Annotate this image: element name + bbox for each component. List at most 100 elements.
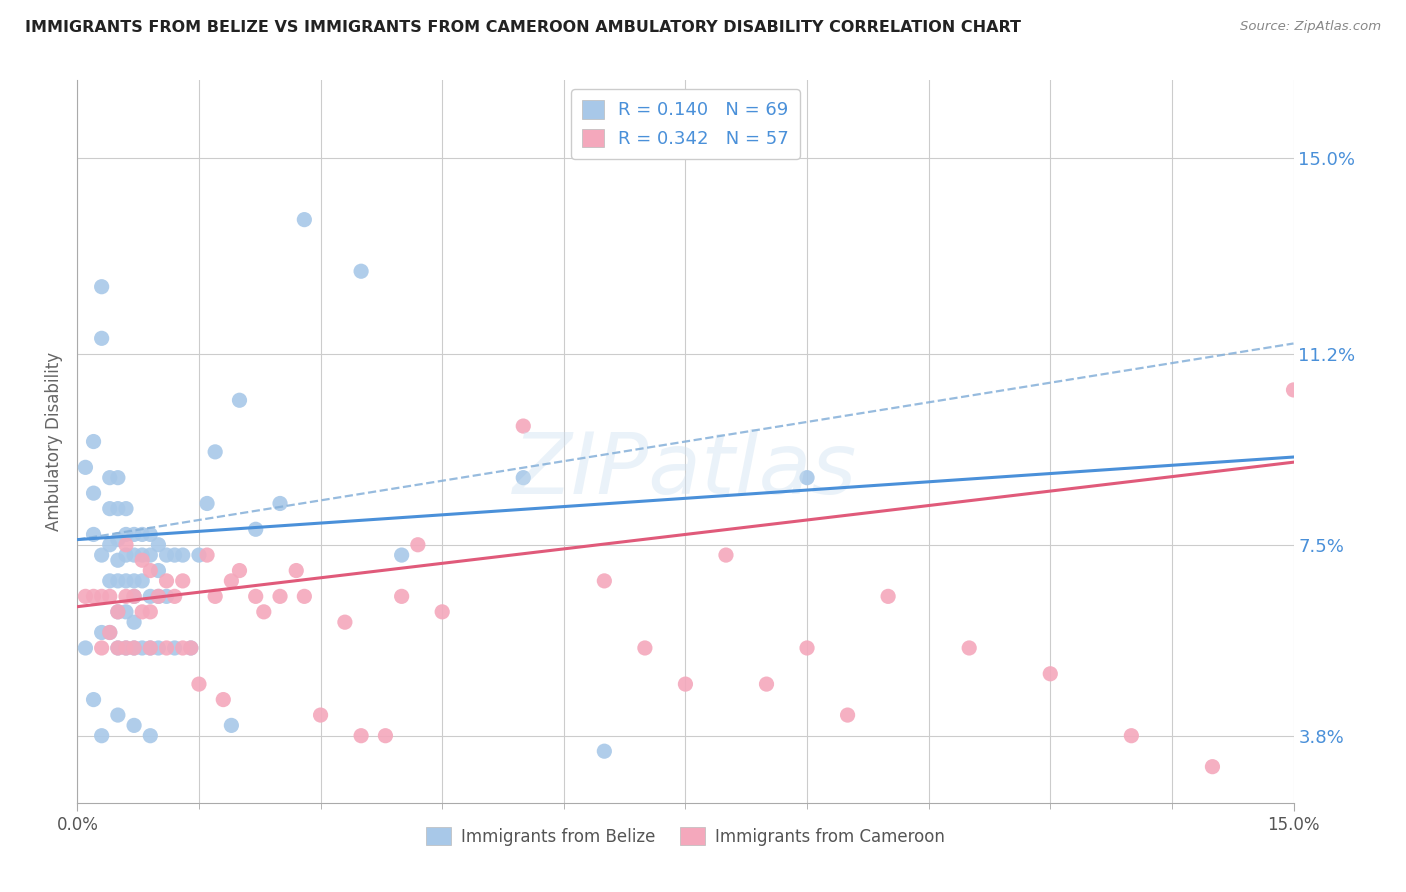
Point bbox=[107, 553, 129, 567]
Point bbox=[90, 331, 112, 345]
Point bbox=[714, 548, 737, 562]
Point bbox=[107, 605, 129, 619]
Point bbox=[204, 445, 226, 459]
Point bbox=[333, 615, 356, 630]
Point bbox=[139, 729, 162, 743]
Point bbox=[98, 501, 121, 516]
Point bbox=[115, 590, 138, 604]
Point bbox=[107, 533, 129, 547]
Point bbox=[115, 605, 138, 619]
Point bbox=[122, 615, 145, 630]
Point bbox=[90, 590, 112, 604]
Point bbox=[122, 548, 145, 562]
Point bbox=[148, 590, 170, 604]
Point bbox=[172, 548, 194, 562]
Point bbox=[221, 718, 243, 732]
Point bbox=[512, 419, 534, 434]
Point bbox=[139, 527, 162, 541]
Point bbox=[139, 548, 162, 562]
Point bbox=[107, 471, 129, 485]
Point bbox=[122, 590, 145, 604]
Point bbox=[172, 574, 194, 588]
Point bbox=[180, 640, 202, 655]
Point bbox=[107, 574, 129, 588]
Point bbox=[269, 590, 291, 604]
Point bbox=[115, 640, 138, 655]
Point bbox=[115, 527, 138, 541]
Point bbox=[212, 692, 235, 706]
Point bbox=[139, 590, 162, 604]
Point bbox=[245, 590, 267, 604]
Point bbox=[228, 564, 250, 578]
Point bbox=[115, 538, 138, 552]
Point bbox=[115, 574, 138, 588]
Point bbox=[83, 692, 105, 706]
Point bbox=[1201, 760, 1223, 774]
Point bbox=[391, 548, 413, 562]
Point bbox=[148, 640, 170, 655]
Point bbox=[90, 729, 112, 743]
Point bbox=[796, 640, 818, 655]
Point bbox=[195, 496, 218, 510]
Point bbox=[90, 279, 112, 293]
Point bbox=[675, 677, 697, 691]
Point bbox=[292, 590, 315, 604]
Point bbox=[83, 486, 105, 500]
Point bbox=[131, 527, 153, 541]
Point bbox=[131, 574, 153, 588]
Point bbox=[83, 527, 105, 541]
Text: Source: ZipAtlas.com: Source: ZipAtlas.com bbox=[1240, 20, 1381, 33]
Point bbox=[180, 640, 202, 655]
Point bbox=[139, 640, 162, 655]
Point bbox=[796, 471, 818, 485]
Point bbox=[131, 548, 153, 562]
Point bbox=[122, 640, 145, 655]
Point bbox=[122, 640, 145, 655]
Point bbox=[837, 708, 859, 723]
Point bbox=[188, 548, 211, 562]
Point bbox=[115, 501, 138, 516]
Point bbox=[512, 471, 534, 485]
Text: ZIPatlas: ZIPatlas bbox=[513, 429, 858, 512]
Y-axis label: Ambulatory Disability: Ambulatory Disability bbox=[45, 352, 63, 531]
Point bbox=[957, 640, 980, 655]
Point bbox=[75, 590, 97, 604]
Point bbox=[75, 460, 97, 475]
Point bbox=[155, 640, 177, 655]
Point bbox=[204, 590, 226, 604]
Point bbox=[90, 548, 112, 562]
Point bbox=[350, 729, 373, 743]
Point bbox=[107, 605, 129, 619]
Point bbox=[155, 590, 177, 604]
Point bbox=[98, 538, 121, 552]
Point bbox=[148, 590, 170, 604]
Point bbox=[98, 590, 121, 604]
Point bbox=[139, 605, 162, 619]
Point bbox=[292, 212, 315, 227]
Point bbox=[107, 640, 129, 655]
Point bbox=[309, 708, 332, 723]
Point bbox=[122, 718, 145, 732]
Point bbox=[131, 605, 153, 619]
Point bbox=[877, 590, 900, 604]
Point bbox=[115, 640, 138, 655]
Point bbox=[148, 564, 170, 578]
Point bbox=[406, 538, 429, 552]
Point bbox=[155, 548, 177, 562]
Point bbox=[172, 640, 194, 655]
Point bbox=[107, 501, 129, 516]
Point bbox=[163, 590, 186, 604]
Point bbox=[285, 564, 308, 578]
Point bbox=[131, 553, 153, 567]
Point bbox=[90, 625, 112, 640]
Point bbox=[98, 625, 121, 640]
Point bbox=[107, 640, 129, 655]
Point bbox=[122, 574, 145, 588]
Point bbox=[1039, 666, 1062, 681]
Point bbox=[122, 527, 145, 541]
Point bbox=[195, 548, 218, 562]
Text: IMMIGRANTS FROM BELIZE VS IMMIGRANTS FROM CAMEROON AMBULATORY DISABILITY CORRELA: IMMIGRANTS FROM BELIZE VS IMMIGRANTS FRO… bbox=[25, 20, 1021, 35]
Point bbox=[755, 677, 778, 691]
Point bbox=[122, 590, 145, 604]
Point bbox=[1282, 383, 1305, 397]
